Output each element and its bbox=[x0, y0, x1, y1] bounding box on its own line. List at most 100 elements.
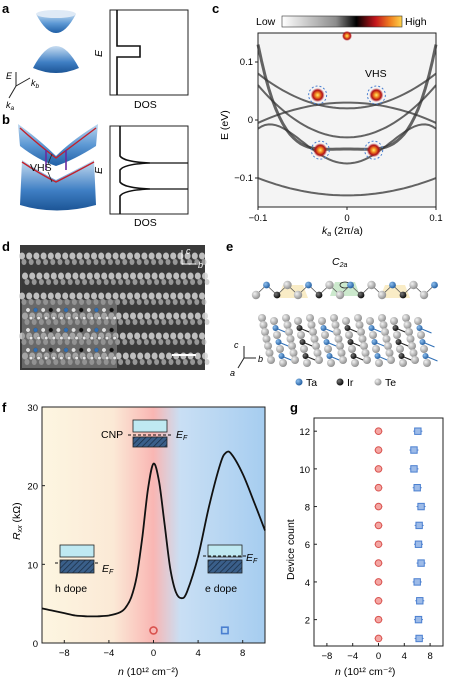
stem-spot bbox=[130, 312, 136, 320]
atom-te bbox=[419, 290, 429, 300]
stem-atom bbox=[78, 327, 84, 333]
atom-ir bbox=[350, 353, 357, 359]
rxx-curve bbox=[41, 450, 266, 618]
svg-text:c: c bbox=[234, 340, 239, 350]
device-point-square bbox=[413, 484, 421, 492]
stem-spot bbox=[194, 339, 200, 345]
device-point-circle bbox=[374, 521, 383, 530]
atom-te bbox=[306, 314, 314, 322]
atom-te bbox=[279, 359, 287, 367]
atom-te bbox=[261, 328, 269, 336]
c-xtick-label: −0.1 bbox=[249, 213, 268, 224]
stem-spot bbox=[91, 292, 97, 300]
atom-ta bbox=[389, 281, 396, 289]
atom-te bbox=[336, 342, 344, 350]
stem-atom bbox=[40, 307, 46, 313]
atom-te bbox=[367, 280, 376, 290]
stem-spot bbox=[144, 272, 151, 280]
stem-spot bbox=[91, 252, 97, 260]
atom-ta bbox=[431, 281, 438, 289]
colorbar-low: Low bbox=[256, 16, 276, 28]
stem-spot bbox=[141, 332, 148, 340]
atom-te bbox=[385, 349, 394, 357]
stem-spot bbox=[122, 299, 128, 305]
stem-atom bbox=[25, 347, 31, 353]
stem-atom bbox=[78, 347, 84, 353]
atom-te bbox=[264, 342, 272, 350]
atom-te bbox=[379, 321, 388, 329]
stem-spot bbox=[163, 332, 169, 340]
atom-te bbox=[345, 331, 353, 339]
stem-atom bbox=[48, 307, 54, 313]
stem-spot bbox=[55, 252, 61, 260]
g-xlabel: n (10¹² cm⁻²) bbox=[335, 666, 395, 678]
stem-spot bbox=[134, 292, 141, 300]
atom-te bbox=[414, 317, 422, 325]
band-contour bbox=[257, 84, 437, 139]
atom-te bbox=[331, 321, 340, 329]
atom-ir bbox=[395, 339, 402, 345]
stem-spot bbox=[201, 299, 207, 305]
stem-spot bbox=[172, 299, 178, 305]
dos-plot-a: E DOS bbox=[93, 9, 189, 111]
atom-te bbox=[337, 349, 346, 357]
stem-atom bbox=[97, 316, 102, 321]
atom-ta bbox=[368, 325, 375, 331]
arpes-heatmap: VHS −0.1 0 0.1 0.1 0 −0.1 E (eV) ka (2π/a) bbox=[219, 30, 443, 238]
stem-spot bbox=[199, 332, 205, 340]
atom-te bbox=[276, 345, 284, 353]
stem-spot bbox=[86, 259, 92, 265]
panel-label-g: g bbox=[290, 400, 298, 415]
vhs-circle bbox=[310, 140, 330, 160]
dos-a-ylabel: E bbox=[93, 49, 105, 57]
stem-spot bbox=[26, 292, 33, 300]
axis-kb: kb bbox=[31, 78, 40, 90]
ef-label-cnp: EF bbox=[176, 429, 188, 442]
g-ytick-label: 4 bbox=[305, 578, 310, 589]
stem-atom bbox=[94, 327, 99, 333]
stem-spot bbox=[204, 319, 210, 325]
c-xtick-label: 0.1 bbox=[429, 213, 442, 224]
g-ylabel: Device count bbox=[285, 519, 297, 580]
stem-atom bbox=[51, 356, 56, 361]
stem-atom bbox=[63, 307, 69, 313]
atom-te bbox=[291, 356, 299, 364]
device-point-circle bbox=[374, 483, 383, 492]
stem-spot bbox=[98, 252, 105, 260]
stem-spot bbox=[199, 292, 205, 300]
device-point-square bbox=[416, 597, 424, 605]
stem-spot bbox=[76, 252, 83, 260]
stem-spot bbox=[28, 259, 34, 265]
band-contour bbox=[257, 123, 437, 165]
stem-spot bbox=[119, 292, 126, 300]
atom-te bbox=[318, 317, 326, 325]
h-dope-label: h dope bbox=[55, 583, 87, 595]
device-point-square bbox=[415, 521, 423, 530]
stem-spot bbox=[57, 259, 63, 265]
d-axes: c b bbox=[181, 246, 203, 270]
stem-spot bbox=[46, 279, 52, 285]
stem-atom bbox=[51, 316, 56, 321]
stem-spot bbox=[101, 272, 108, 280]
c-ytick-label: −0.1 bbox=[234, 173, 253, 184]
stem-atom bbox=[86, 307, 92, 313]
stem-spot bbox=[67, 279, 73, 285]
stem-spot bbox=[170, 332, 177, 340]
panel-label-f: f bbox=[2, 400, 7, 415]
atom-te bbox=[251, 290, 261, 300]
stem-spot bbox=[173, 312, 180, 320]
stem-spot bbox=[179, 299, 185, 305]
f-xtick-label: −8 bbox=[59, 648, 70, 659]
vhs-hotspot bbox=[369, 88, 384, 103]
stem-atom bbox=[109, 347, 115, 353]
stem-spot bbox=[129, 299, 135, 305]
stem-spot bbox=[146, 319, 152, 325]
stem-spot bbox=[155, 332, 162, 340]
stem-spot bbox=[151, 312, 158, 320]
atom-te bbox=[294, 317, 302, 325]
atom-te bbox=[417, 331, 425, 339]
atom-te bbox=[382, 335, 391, 343]
device-point-square bbox=[417, 559, 425, 567]
atom-te bbox=[360, 342, 368, 350]
stem-spot bbox=[139, 279, 145, 285]
